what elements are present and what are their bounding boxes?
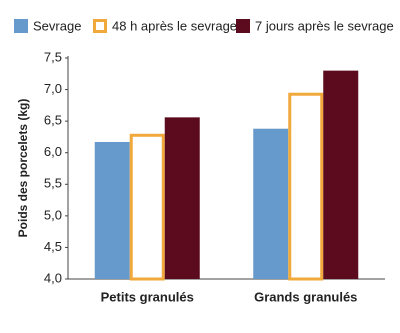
y-tick-label: 7,0 [44,81,62,96]
legend-label: Sevrage [33,18,81,33]
y-axis-label: Poids des porcelets (kg) [16,99,30,238]
y-tick-label: 7,5 [44,49,62,64]
x-tick-label: Grands granulés [254,289,357,304]
legend-label: 48 h après le sevrage [112,18,237,33]
bar [288,92,324,281]
legend-swatch [93,19,107,33]
legend-swatch [14,19,28,33]
y-tick-label: 4,0 [44,270,62,285]
bar [253,128,289,279]
bar [164,117,200,280]
x-tick-label: Petits granulés [101,289,194,304]
y-tick-label: 6,0 [44,144,62,159]
y-tick-label: 5,0 [44,207,62,222]
bar [323,70,359,279]
bar [129,133,165,281]
y-tick-label: 5,5 [44,176,62,191]
legend-label: 7 jours après le sevrage [255,18,394,33]
bar [94,141,130,279]
y-tick-label: 4,5 [44,239,62,254]
y-tick-label: 6,5 [44,113,62,128]
legend-swatch [236,19,250,33]
